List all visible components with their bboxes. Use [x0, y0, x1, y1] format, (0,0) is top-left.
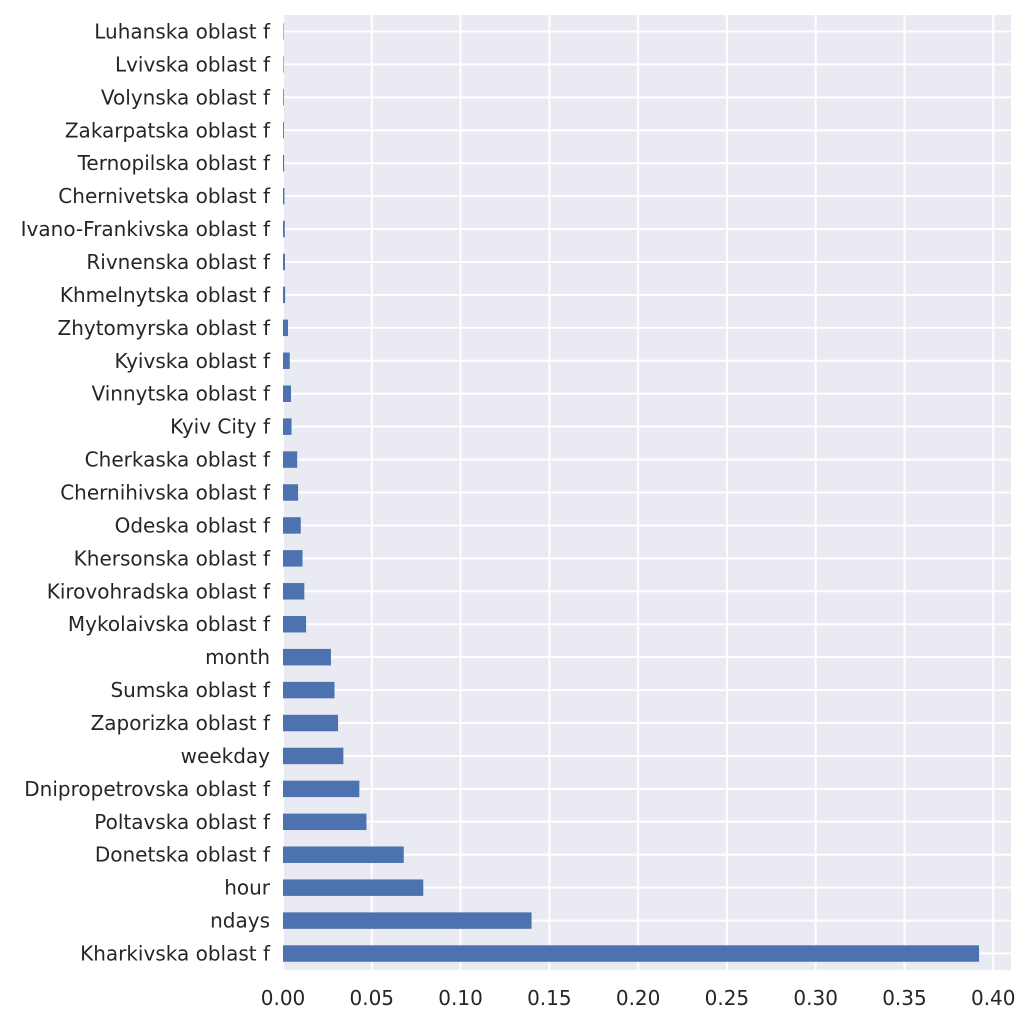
bar [283, 846, 404, 863]
bar [283, 352, 290, 370]
y-tick-label: Kirovohradska oblast f [47, 579, 271, 603]
bar [283, 648, 331, 666]
bar [283, 385, 291, 402]
bar [283, 451, 298, 468]
x-tick-label: 0.00 [261, 986, 306, 1010]
bar [283, 813, 367, 831]
bar [283, 484, 299, 501]
x-tick-label: 0.30 [793, 986, 838, 1010]
y-tick-label: Dnipropetrovska oblast f [24, 777, 271, 801]
y-tick-label: Luhanska oblast f [94, 19, 271, 43]
y-tick-label: Rivnenska oblast f [86, 250, 271, 274]
y-tick-label: Odeska oblast f [115, 513, 271, 537]
y-tick-label: Ternopilska oblast f [77, 151, 271, 175]
y-tick-label: weekday [181, 744, 271, 768]
y-tick-label: Kyivska oblast f [114, 349, 271, 373]
y-tick-label: Zakarpatska oblast f [65, 118, 271, 142]
bar [283, 550, 303, 567]
y-tick-label: Vinnytska oblast f [92, 382, 271, 406]
bar [283, 154, 285, 172]
bar [283, 583, 305, 600]
x-tick-labels: 0.00 0.05 0.10 0.15 0.20 0.25 0.30 0.35 0.40 [261, 986, 1016, 1010]
y-tick-label: Khmelnytska oblast f [60, 283, 271, 307]
bar [283, 286, 286, 304]
bar [283, 747, 344, 765]
bar [283, 89, 284, 106]
x-tick-label: 0.25 [705, 986, 750, 1010]
y-tick-label: Cherkaska oblast f [85, 448, 271, 472]
bars [283, 23, 980, 962]
x-tick-label: 0.35 [882, 986, 927, 1010]
bar [283, 681, 335, 699]
bar [283, 187, 285, 205]
bar [283, 945, 980, 962]
y-tick-label: Lvivska oblast f [115, 52, 271, 76]
y-tick-label: Ivano-Frankivska oblast f [21, 217, 271, 241]
y-tick-label: Sumska oblast f [110, 678, 270, 702]
bar [283, 220, 285, 238]
y-tick-label: Khersonska oblast f [74, 546, 271, 570]
bar [283, 56, 284, 73]
bar [283, 23, 284, 40]
bar [283, 879, 424, 896]
bar [283, 780, 360, 798]
x-tick-label: 0.10 [438, 986, 483, 1010]
y-tick-label: Poltavska oblast f [94, 810, 271, 834]
y-tick-labels: Kharkivska oblast f ndays hour Donetska obl… [21, 19, 271, 965]
bar [283, 122, 284, 139]
y-tick-label: Chernivetska oblast f [58, 184, 271, 208]
y-tick-label: Donetska oblast f [95, 843, 271, 867]
y-tick-label: Zaporizka oblast f [91, 711, 271, 735]
x-tick-label: 0.05 [350, 986, 395, 1010]
y-tick-label: ndays [210, 909, 270, 933]
bar [283, 714, 339, 732]
x-tick-label: 0.40 [971, 986, 1016, 1010]
y-tick-label: Zhytomyrska oblast f [58, 316, 271, 340]
bar [283, 912, 532, 929]
x-tick-label: 0.15 [527, 986, 572, 1010]
y-tick-label: hour [224, 876, 271, 900]
bar [283, 418, 292, 435]
x-tick-label: 0.20 [616, 986, 661, 1010]
y-tick-label: Kharkivska oblast f [80, 942, 271, 966]
y-tick-label: Kyiv City f [170, 415, 271, 439]
bar [283, 253, 285, 271]
bar [283, 615, 307, 633]
bar [283, 319, 288, 337]
y-tick-label: Mykolaivska oblast f [68, 612, 271, 636]
y-tick-label: month [205, 645, 270, 669]
y-tick-label: Volynska oblast f [101, 85, 271, 109]
bar [283, 517, 301, 534]
y-tick-label: Chernihivska oblast f [60, 481, 271, 505]
